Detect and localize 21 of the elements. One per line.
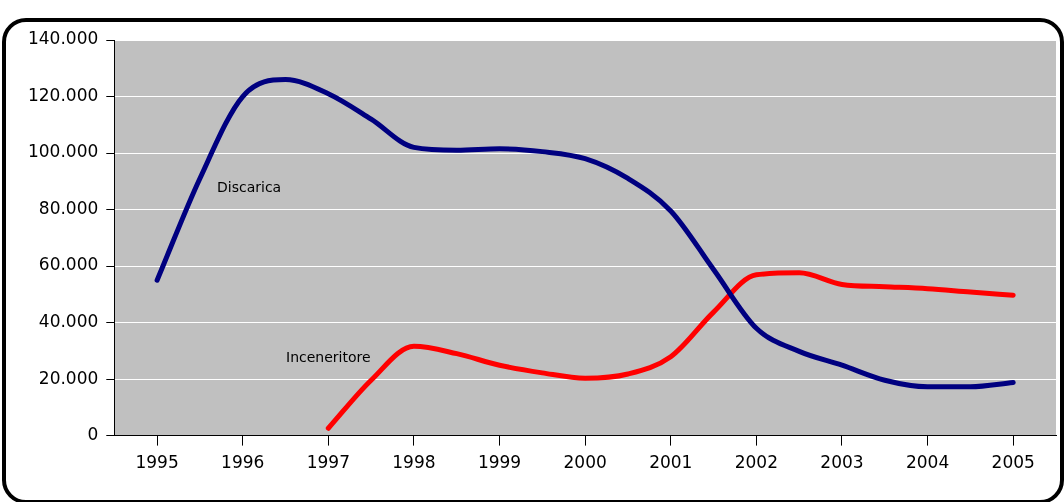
x-tick-label: 1998 bbox=[392, 452, 436, 473]
x-tick-label: 2005 bbox=[991, 452, 1035, 473]
y-tick-label: 0 bbox=[87, 424, 99, 445]
x-tick-label: 2003 bbox=[820, 452, 864, 473]
series-label: Discarica bbox=[217, 178, 282, 195]
x-tick-label: 1997 bbox=[306, 452, 350, 473]
x-tick-label: 2002 bbox=[734, 452, 778, 473]
x-tick-label: 2001 bbox=[649, 452, 693, 473]
y-tick-label: 40.000 bbox=[38, 310, 99, 331]
series-label: Inceneritore bbox=[286, 348, 371, 365]
y-tick-label: 100.000 bbox=[27, 141, 99, 162]
y-tick-label: 140.000 bbox=[27, 28, 99, 49]
x-tick-label: 1995 bbox=[135, 452, 179, 473]
x-tick-label: 2004 bbox=[905, 452, 950, 473]
y-tick-label: 120.000 bbox=[27, 84, 99, 105]
y-tick-label: 60.000 bbox=[38, 254, 99, 275]
y-tick-label: 80.000 bbox=[38, 197, 99, 218]
x-tick-label: 2000 bbox=[563, 452, 607, 473]
x-tick-label: 1996 bbox=[221, 452, 265, 473]
y-tick-label: 20.000 bbox=[38, 367, 99, 388]
x-tick-label: 1999 bbox=[477, 452, 522, 473]
